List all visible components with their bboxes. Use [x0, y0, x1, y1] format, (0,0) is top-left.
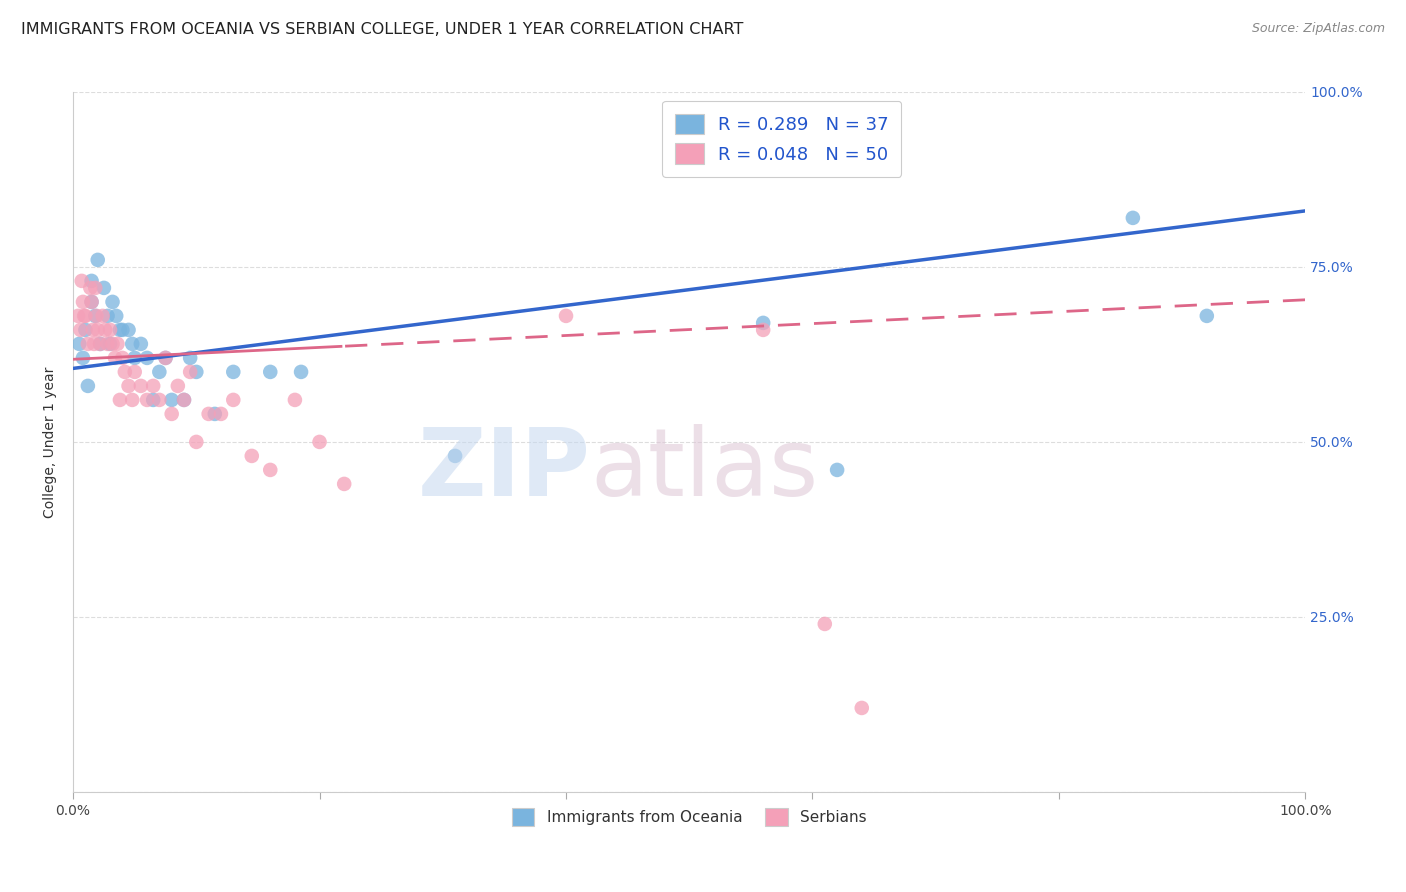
Point	[108, 392, 131, 407]
Point	[179, 351, 201, 365]
Point	[97, 309, 120, 323]
Point	[851, 701, 873, 715]
Point	[89, 337, 111, 351]
Point	[117, 379, 139, 393]
Point	[142, 379, 165, 393]
Point	[222, 392, 245, 407]
Point	[108, 323, 131, 337]
Point	[155, 351, 177, 365]
Point	[93, 281, 115, 295]
Point	[111, 323, 134, 337]
Point	[97, 337, 120, 351]
Point	[107, 337, 129, 351]
Point	[86, 309, 108, 323]
Point	[84, 309, 107, 323]
Point	[105, 309, 128, 323]
Point	[204, 407, 226, 421]
Point	[101, 337, 124, 351]
Point	[259, 463, 281, 477]
Point	[166, 379, 188, 393]
Point	[186, 434, 208, 449]
Point	[148, 392, 170, 407]
Point	[124, 351, 146, 365]
Point	[148, 365, 170, 379]
Point	[173, 392, 195, 407]
Point	[70, 274, 93, 288]
Point	[222, 365, 245, 379]
Point	[91, 309, 114, 323]
Point	[209, 407, 232, 421]
Point	[814, 616, 837, 631]
Point	[555, 309, 578, 323]
Text: Source: ZipAtlas.com: Source: ZipAtlas.com	[1251, 22, 1385, 36]
Point	[121, 392, 143, 407]
Point	[72, 351, 94, 365]
Point	[77, 337, 100, 351]
Point	[308, 434, 330, 449]
Y-axis label: College, Under 1 year: College, Under 1 year	[44, 367, 58, 517]
Point	[259, 365, 281, 379]
Point	[173, 392, 195, 407]
Point	[129, 379, 152, 393]
Legend: Immigrants from Oceania, Serbians: Immigrants from Oceania, Serbians	[503, 800, 875, 833]
Point	[87, 323, 110, 337]
Point	[136, 351, 159, 365]
Point	[240, 449, 263, 463]
Text: ZIP: ZIP	[418, 424, 591, 516]
Point	[73, 309, 96, 323]
Point	[94, 323, 117, 337]
Point	[80, 294, 103, 309]
Point	[66, 309, 89, 323]
Point	[83, 337, 105, 351]
Point	[129, 337, 152, 351]
Point	[101, 294, 124, 309]
Point	[155, 351, 177, 365]
Point	[111, 351, 134, 365]
Point	[825, 463, 848, 477]
Point	[75, 309, 97, 323]
Point	[80, 274, 103, 288]
Text: atlas: atlas	[591, 424, 818, 516]
Point	[284, 392, 307, 407]
Point	[142, 392, 165, 407]
Point	[186, 365, 208, 379]
Point	[87, 252, 110, 267]
Point	[98, 337, 121, 351]
Point	[104, 351, 127, 365]
Point	[80, 294, 103, 309]
Point	[1195, 309, 1218, 323]
Point	[72, 294, 94, 309]
Point	[67, 337, 90, 351]
Point	[117, 323, 139, 337]
Point	[160, 392, 183, 407]
Text: IMMIGRANTS FROM OCEANIA VS SERBIAN COLLEGE, UNDER 1 YEAR CORRELATION CHART: IMMIGRANTS FROM OCEANIA VS SERBIAN COLLE…	[21, 22, 744, 37]
Point	[1122, 211, 1144, 225]
Point	[77, 379, 100, 393]
Point	[290, 365, 312, 379]
Point	[98, 323, 121, 337]
Point	[124, 365, 146, 379]
Point	[84, 281, 107, 295]
Point	[114, 365, 136, 379]
Point	[197, 407, 219, 421]
Point	[752, 323, 775, 337]
Point	[69, 323, 91, 337]
Point	[89, 337, 111, 351]
Point	[75, 323, 97, 337]
Point	[136, 392, 159, 407]
Point	[160, 407, 183, 421]
Point	[121, 337, 143, 351]
Point	[82, 323, 104, 337]
Point	[333, 477, 356, 491]
Point	[752, 316, 775, 330]
Point	[79, 281, 101, 295]
Point	[444, 449, 467, 463]
Point	[179, 365, 201, 379]
